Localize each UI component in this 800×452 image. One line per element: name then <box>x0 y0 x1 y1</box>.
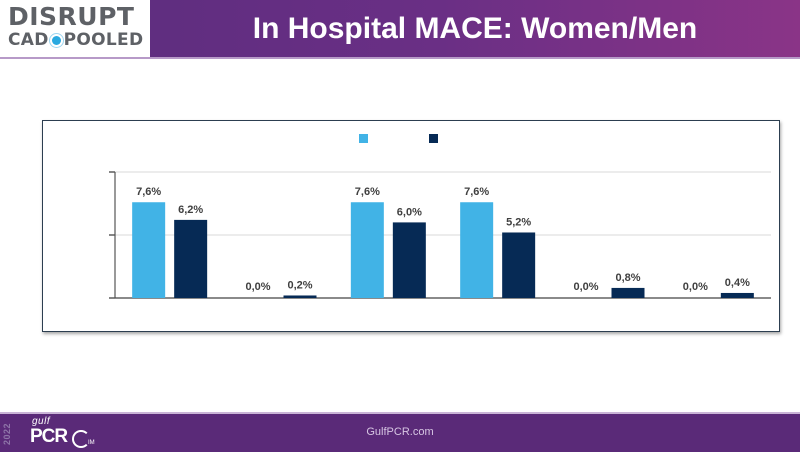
logo-dot-icon <box>51 35 61 45</box>
bar-s1-c0 <box>174 219 208 298</box>
logo-line1: DISRUPT <box>8 2 135 31</box>
footer-brand-main: PCR <box>30 426 68 447</box>
data-label-s1-c5: 0,4% <box>725 277 750 289</box>
bar-s0-c3 <box>460 202 494 298</box>
data-label-s0-c4: 0,0% <box>573 281 598 293</box>
data-label-s0-c5: 0,0% <box>683 281 708 293</box>
logo-line2-left: CAD <box>8 30 49 50</box>
data-label-s1-c1: 0,2% <box>287 279 312 291</box>
data-label-s0-c3: 7,6% <box>464 186 489 198</box>
slide-header: DISRUPT CAD POOLED In Hospital MACE: Wom… <box>0 0 800 59</box>
bar-s1-c2 <box>392 222 426 298</box>
logo-line2-right: POOLED <box>63 30 144 50</box>
logo-line2: CAD POOLED <box>8 30 143 50</box>
bar-chart: 7,6% 0,0% 7,6% 7,6% 0,0% 0,0% 6,2% 0,2% 6,0% 5,2%… <box>109 134 771 299</box>
data-label-s1-c4: 0,8% <box>615 272 640 284</box>
footer-url: GulfPCR.com <box>366 426 434 438</box>
disrupt-cad-logo: DISRUPT CAD POOLED <box>0 0 150 57</box>
bar-s1-c1 <box>283 295 317 298</box>
chart-data-labels: 7,6% 0,0% 7,6% 7,6% 0,0% 0,0% 6,2% 0,2% 6,0% 5,2%… <box>136 186 750 293</box>
chart-bars <box>132 202 754 298</box>
bar-s0-c0 <box>132 202 166 298</box>
bar-s1-c4 <box>611 287 645 298</box>
slide-footer: 2022 gulf PCR IM GulfPCR.com <box>0 412 800 452</box>
chart-gridlines <box>115 171 771 236</box>
data-label-s0-c2: 7,6% <box>355 186 380 198</box>
data-label-s0-c1: 0,0% <box>245 281 270 293</box>
legend-swatch-1 <box>429 134 438 143</box>
data-label-s1-c3: 5,2% <box>506 216 531 228</box>
chart-container: 7,6% 0,0% 7,6% 7,6% 0,0% 0,0% 6,2% 0,2% 6,0% 5,2%… <box>42 120 780 332</box>
bar-s1-c3 <box>502 232 536 298</box>
data-label-s0-c0: 7,6% <box>136 186 161 198</box>
footer-brand-small: gulf <box>32 416 51 427</box>
data-label-s1-c0: 6,2% <box>178 204 203 216</box>
data-label-s1-c2: 6,0% <box>397 206 422 218</box>
bar-s1-c5 <box>720 292 754 298</box>
legend-swatch-0 <box>359 134 368 143</box>
slide-title: In Hospital MACE: Women/Men <box>252 11 698 45</box>
gulfpcr-logo-icon <box>72 430 90 448</box>
footer-brand-suffix: IM <box>88 440 95 446</box>
chart-legend <box>359 134 438 143</box>
bar-s0-c2 <box>350 202 384 298</box>
y-axis <box>109 171 771 299</box>
